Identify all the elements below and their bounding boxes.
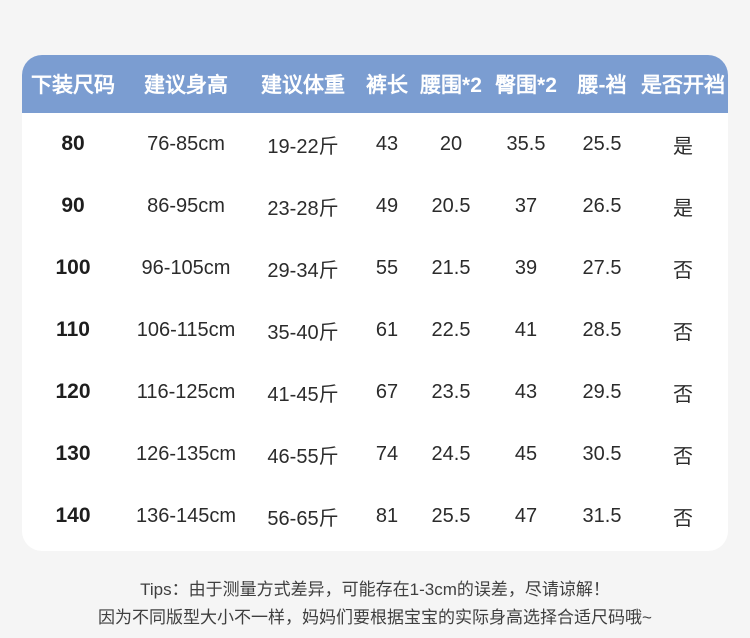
cell-open-crotch: 否 (673, 383, 693, 406)
col-header-pants-length: 裤长 (358, 55, 416, 113)
cell-weight: 56-65斤 (267, 507, 339, 530)
cell-pants-length: 43 (375, 132, 399, 155)
cell-open-crotch: 否 (673, 259, 693, 282)
cell-waist: 22.5 (431, 318, 471, 341)
cell-weight: 46-55斤 (267, 445, 339, 468)
tips-line-1: Tips：由于测量方式差异，可能存在1-3cm的误差，尽请谅解！ (140, 580, 610, 599)
cell-waist-crotch: 25.5 (582, 132, 622, 155)
cell-height: 126-135cm (135, 442, 237, 465)
cell-waist-crotch: 30.5 (582, 442, 622, 465)
table-row-120: 120 116-125cm 41-45斤 67 23.5 43 29.5 否 (22, 361, 728, 423)
cell-height: 76-85cm (147, 132, 225, 155)
cell-waist-crotch: 27.5 (582, 256, 622, 279)
cell-waist-crotch: 31.5 (582, 504, 622, 527)
col-header-hip: 臀围*2 (486, 55, 566, 113)
cell-waist: 25.5 (431, 504, 471, 527)
cell-open-crotch: 否 (673, 321, 693, 344)
table-row-80: 80 76-85cm 19-22斤 43 20 35.5 25.5 是 (22, 113, 728, 175)
cell-pants-length: 74 (375, 442, 399, 465)
tips-note: Tips：由于测量方式差异，可能存在1-3cm的误差，尽请谅解！ 因为不同版型大… (0, 576, 750, 632)
cell-pants-length: 67 (375, 380, 399, 403)
cell-waist: 24.5 (431, 442, 471, 465)
cell-height: 116-125cm (136, 380, 236, 403)
col-header-waist-crotch: 腰-裆 (566, 55, 638, 113)
table-row-140: 140 136-145cm 56-65斤 81 25.5 47 31.5 否 (22, 485, 728, 547)
cell-open-crotch: 否 (673, 445, 693, 468)
table-row-100: 100 96-105cm 29-34斤 55 21.5 39 27.5 否 (22, 237, 728, 299)
cell-hip: 37 (514, 194, 538, 217)
table-row-90: 90 86-95cm 23-28斤 49 20.5 37 26.5 是 (22, 175, 728, 237)
size-table-body: 80 76-85cm 19-22斤 43 20 35.5 25.5 是 90 8… (22, 113, 728, 547)
size-chart-card: 下装尺码 建议身高 建议体重 裤长 腰围*2 臀围*2 腰-裆 是否开裆 80 … (22, 55, 728, 551)
table-row-110: 110 106-115cm 35-40斤 61 22.5 41 28.5 否 (22, 299, 728, 361)
col-header-waist: 腰围*2 (416, 55, 486, 113)
cell-pants-length: 55 (375, 256, 399, 279)
size-table: 下装尺码 建议身高 建议体重 裤长 腰围*2 臀围*2 腰-裆 是否开裆 80 … (22, 55, 728, 547)
cell-pants-length: 81 (375, 504, 399, 527)
cell-hip: 43 (514, 380, 538, 403)
col-header-size: 下装尺码 (22, 55, 124, 113)
cell-open-crotch: 是 (673, 197, 693, 220)
cell-weight: 29-34斤 (267, 259, 339, 282)
cell-weight: 35-40斤 (267, 321, 339, 344)
cell-waist-crotch: 26.5 (582, 194, 622, 217)
cell-height: 106-115cm (136, 318, 236, 341)
cell-size: 130 (55, 442, 91, 465)
cell-size: 80 (61, 132, 85, 155)
cell-waist-crotch: 29.5 (582, 380, 622, 403)
cell-height: 96-105cm (141, 256, 231, 279)
cell-weight: 23-28斤 (267, 197, 339, 220)
cell-open-crotch: 否 (673, 507, 693, 530)
cell-waist: 23.5 (431, 380, 471, 403)
tips-line-2: 因为不同版型大小不一样，妈妈们要根据宝宝的实际身高选择合适尺码哦~ (98, 608, 652, 627)
cell-pants-length: 61 (375, 318, 399, 341)
col-header-weight: 建议体重 (248, 55, 358, 113)
cell-hip: 39 (514, 256, 538, 279)
cell-weight: 19-22斤 (267, 135, 339, 158)
size-table-header: 下装尺码 建议身高 建议体重 裤长 腰围*2 臀围*2 腰-裆 是否开裆 (22, 55, 728, 113)
cell-size: 120 (55, 380, 91, 403)
cell-waist-crotch: 28.5 (582, 318, 622, 341)
cell-waist: 20 (439, 132, 463, 155)
cell-height: 136-145cm (135, 504, 237, 527)
cell-size: 90 (61, 194, 85, 217)
col-header-open-crotch: 是否开裆 (638, 55, 728, 113)
cell-height: 86-95cm (147, 194, 225, 217)
cell-hip: 45 (514, 442, 538, 465)
cell-hip: 41 (514, 318, 538, 341)
cell-hip: 35.5 (506, 132, 546, 155)
cell-waist: 21.5 (431, 256, 471, 279)
cell-weight: 41-45斤 (267, 383, 339, 406)
cell-size: 140 (55, 504, 91, 527)
cell-open-crotch: 是 (673, 135, 693, 158)
col-header-height: 建议身高 (124, 55, 248, 113)
cell-pants-length: 49 (375, 194, 399, 217)
cell-hip: 47 (514, 504, 538, 527)
cell-size: 110 (56, 318, 90, 341)
cell-size: 100 (55, 256, 91, 279)
header-row: 下装尺码 建议身高 建议体重 裤长 腰围*2 臀围*2 腰-裆 是否开裆 (22, 55, 728, 113)
table-row-130: 130 126-135cm 46-55斤 74 24.5 45 30.5 否 (22, 423, 728, 485)
cell-waist: 20.5 (431, 194, 471, 217)
